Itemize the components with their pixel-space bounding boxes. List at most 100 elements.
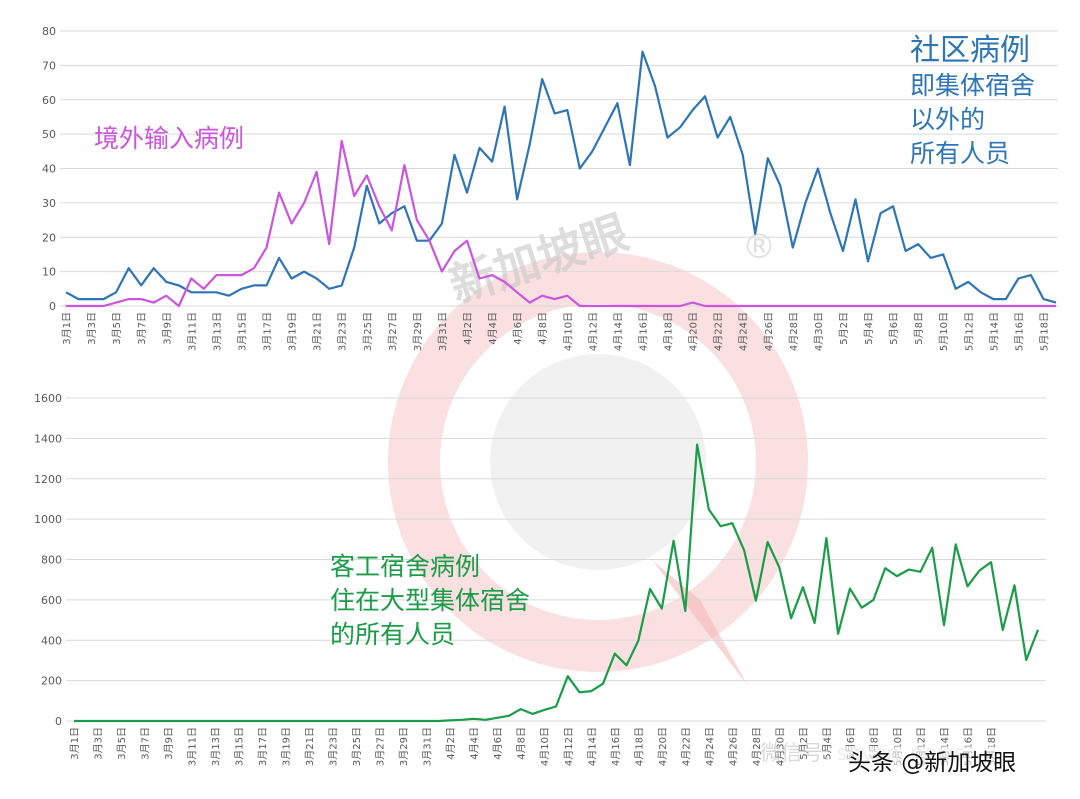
bot-x-tick-label: 3月29日 — [398, 727, 410, 766]
top-x-tick-label: 3月13日 — [211, 312, 223, 351]
top-x-tick-label: 3月15日 — [236, 312, 248, 351]
series-label-line: 以外的 — [910, 105, 985, 134]
top-x-tick-label: 3月3日 — [86, 312, 98, 345]
top-x-tick-label: 5月6日 — [888, 312, 900, 345]
bot-series-line-0 — [74, 443, 1040, 723]
bot-x-tick-label: 4月6日 — [492, 727, 504, 760]
bot-x-tick-label: 3月21日 — [304, 727, 316, 766]
top-x-tick-label: 5月16日 — [1013, 312, 1025, 351]
top-x-tick-label: 4月12日 — [587, 312, 599, 351]
top-x-ticks: 3月1日 3月3日 3月5日 3月7日 3月9日 3月11日 3月13日 3月15日 3月17日… — [61, 312, 1051, 351]
bot-x-tick-label: 4月26日 — [727, 727, 739, 766]
top-x-tick-label: 4月22日 — [713, 312, 725, 351]
footer-backdrop — [838, 746, 1076, 776]
bot-y-tick-label: 1200 — [34, 473, 62, 486]
top-y-tick-label: 10 — [42, 266, 56, 279]
bottom-gridlines — [66, 397, 1046, 722]
top-x-tick-label: 3月21日 — [312, 312, 324, 351]
bot-x-tick-label: 4月10日 — [539, 727, 551, 766]
bot-x-tick-label: 4月2日 — [445, 727, 457, 760]
top-x-tick-label: 4月20日 — [688, 312, 700, 351]
bot-x-tick-label: 4月14日 — [586, 727, 598, 766]
top-x-tick-label: 4月8日 — [537, 312, 549, 345]
bottom-y-ticks: 0 200 400 600 800 1000 1200 1400 1600 — [34, 392, 62, 728]
top-y-tick-label: 80 — [42, 25, 56, 38]
top-x-tick-label: 3月17日 — [262, 312, 274, 351]
bot-y-tick-label: 400 — [41, 634, 62, 647]
top-x-tick-label: 3月23日 — [337, 312, 349, 351]
top-x-tick-label: 5月8日 — [913, 312, 925, 345]
top-x-tick-label: 3月7日 — [136, 312, 148, 345]
bot-x-tick-label: 3月23日 — [328, 727, 340, 766]
bot-x-tick-label: 3月1日 — [69, 727, 81, 760]
series-label-line: 所有人员 — [910, 139, 1010, 168]
bot-x-tick-label: 3月27日 — [375, 727, 387, 766]
series-label-dormitory: 客工宿舍病例住在大型集体宿舍的所有人员 — [330, 552, 530, 649]
top-x-tick-label: 4月4日 — [487, 312, 499, 345]
top-x-tick-label: 4月6日 — [512, 312, 524, 345]
bot-x-tick-label: 3月3日 — [93, 727, 105, 760]
bot-x-tick-label: 3月15日 — [234, 727, 246, 766]
watermark-ring — [388, 252, 808, 672]
bot-x-tick-label: 3月19日 — [281, 727, 293, 766]
bot-x-tick-label: 4月4日 — [469, 727, 481, 760]
top-x-tick-label: 4月18日 — [663, 312, 675, 351]
top-series — [65, 50, 1057, 308]
top-y-tick-label: 60 — [42, 94, 56, 107]
bot-x-tick-label: 4月28日 — [751, 727, 763, 766]
top-y-tick-label: 30 — [42, 197, 56, 210]
watermark-registered: ® — [742, 227, 776, 267]
bot-x-tick-label: 4月16日 — [610, 727, 622, 766]
top-x-tick-label: 3月31日 — [437, 312, 449, 351]
bot-x-tick-label: 4月12日 — [563, 727, 575, 766]
series-label-line: 社区病例 — [910, 33, 1030, 68]
top-x-tick-label: 3月9日 — [161, 312, 173, 345]
top-x-tick-label: 5月14日 — [988, 312, 1000, 351]
bottom-series — [74, 443, 1040, 723]
bot-y-tick-label: 1400 — [34, 432, 62, 445]
bot-y-tick-label: 600 — [41, 594, 62, 607]
series-label-line: 即集体宿舍 — [910, 71, 1035, 100]
top-x-tick-label: 3月29日 — [412, 312, 424, 351]
top-gridlines — [60, 30, 1058, 307]
bot-y-tick-label: 800 — [41, 554, 62, 567]
top-x-tick-label: 4月26日 — [763, 312, 775, 351]
series-label-community: 社区病例即集体宿舍以外的所有人员 — [910, 33, 1035, 168]
top-x-tick-label: 4月2日 — [462, 312, 474, 345]
top-series-line-0 — [65, 50, 1057, 304]
bot-x-tick-label: 3月7日 — [140, 727, 152, 760]
bot-x-tick-label: 4月24日 — [704, 727, 716, 766]
bot-y-tick-label: 1000 — [34, 513, 62, 526]
bot-x-tick-label: 3月17日 — [257, 727, 269, 766]
top-x-tick-label: 4月10日 — [562, 312, 574, 351]
top-y-ticks: 0 10 20 30 40 50 60 70 80 — [42, 25, 56, 313]
top-x-tick-label: 3月19日 — [287, 312, 299, 351]
top-x-tick-label: 3月11日 — [186, 312, 198, 351]
top-y-tick-label: 70 — [42, 59, 56, 72]
series-label-line: 住在大型集体宿舍 — [330, 586, 530, 615]
top-x-tick-label: 4月30日 — [813, 312, 825, 351]
bot-x-tick-label: 4月30日 — [774, 727, 786, 766]
top-x-tick-label: 5月4日 — [863, 312, 875, 345]
top-y-tick-label: 0 — [49, 300, 56, 313]
top-x-tick-label: 4月28日 — [788, 312, 800, 351]
bot-x-tick-label: 3月31日 — [422, 727, 434, 766]
top-x-tick-label: 4月24日 — [738, 312, 750, 351]
series-label-line: 客工宿舍病例 — [330, 552, 480, 581]
top-x-tick-label: 4月14日 — [612, 312, 624, 351]
series-label-line: 境外输入病例 — [94, 124, 244, 153]
top-x-tick-label: 5月12日 — [963, 312, 975, 351]
series-label-imported: 境外输入病例 — [94, 124, 244, 153]
top-x-tick-label: 5月2日 — [838, 312, 850, 345]
top-x-tick-label: 3月27日 — [387, 312, 399, 351]
watermark-center — [490, 354, 706, 570]
bot-x-tick-label: 5月4日 — [821, 727, 833, 760]
top-series-line-1 — [66, 139, 1056, 308]
bot-x-tick-label: 3月25日 — [351, 727, 363, 766]
top-x-tick-label: 5月10日 — [938, 312, 950, 351]
series-label-line: 的所有人员 — [330, 620, 455, 649]
bot-x-tick-label: 5月2日 — [798, 727, 810, 760]
bot-x-tick-label: 4月22日 — [680, 727, 692, 766]
bot-y-tick-label: 0 — [55, 715, 62, 728]
